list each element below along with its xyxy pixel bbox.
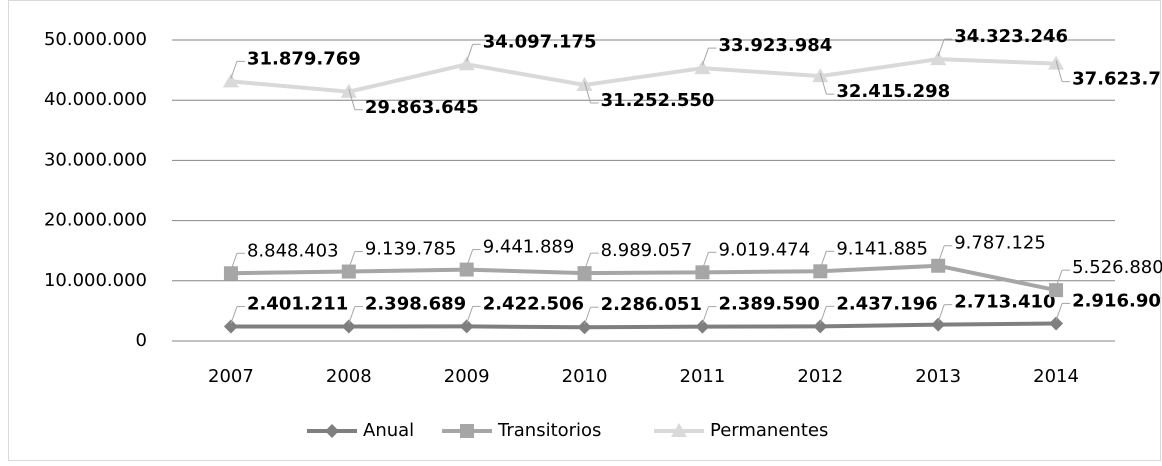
leader-line — [348, 306, 356, 324]
leader-line — [466, 306, 474, 324]
y-tick-label: 20.000.000 — [44, 210, 147, 231]
data-label: 31.252.550 — [601, 90, 715, 111]
marker — [459, 262, 474, 277]
data-label: 2.286.051 — [601, 294, 702, 315]
marker — [222, 73, 239, 88]
leader-line — [937, 304, 945, 322]
y-tick-label: 10.000.000 — [44, 270, 147, 291]
data-label: 2.437.196 — [836, 293, 937, 314]
leader-line — [230, 253, 238, 271]
leader-line — [466, 44, 474, 62]
data-label: 29.863.645 — [365, 97, 479, 118]
leader-line — [1055, 303, 1063, 321]
marker — [577, 320, 592, 335]
y-tick-label: 0 — [136, 330, 147, 351]
marker — [223, 266, 238, 281]
series-line — [230, 321, 1057, 330]
x-tick-label: 2007 — [208, 366, 254, 387]
data-label: 32.415.298 — [836, 81, 950, 102]
data-label: 2.916.909 — [1072, 290, 1162, 311]
marker — [341, 264, 356, 279]
marker — [577, 266, 592, 281]
x-tick-label: 2008 — [326, 366, 372, 387]
y-tick-label: 30.000.000 — [44, 149, 147, 170]
leader-line — [819, 251, 827, 269]
x-tick-label: 2012 — [797, 366, 843, 387]
x-tick-label: 2010 — [562, 366, 608, 387]
data-label: 2.422.506 — [483, 293, 584, 314]
leader-line — [348, 251, 356, 269]
legend-label: Permanentes — [710, 420, 828, 441]
series-line — [230, 263, 1057, 293]
leader-line — [348, 88, 356, 110]
leader-line — [230, 306, 238, 324]
marker — [340, 83, 357, 98]
legend-label: Anual — [363, 420, 414, 441]
marker — [695, 265, 710, 280]
leader-line — [819, 73, 827, 95]
data-label: 2.389.590 — [718, 294, 819, 315]
leader-line — [701, 306, 709, 324]
data-label: 9.441.889 — [483, 237, 575, 258]
y-tick-label: 40.000.000 — [44, 89, 147, 110]
marker — [460, 424, 474, 438]
x-tick-label: 2009 — [444, 366, 490, 387]
marker — [931, 258, 946, 273]
leader-line — [701, 252, 709, 270]
data-label: 31.879.769 — [247, 48, 361, 69]
marker — [341, 319, 356, 334]
marker — [458, 56, 475, 71]
marker — [813, 319, 828, 334]
marker — [1049, 283, 1064, 298]
marker — [812, 68, 829, 83]
marker — [931, 317, 946, 332]
leader-line — [584, 81, 592, 104]
data-label: 5.526.880 — [1072, 257, 1162, 278]
data-label: 2.401.211 — [247, 294, 348, 315]
y-tick-label: 50.000.000 — [44, 29, 147, 50]
x-tick-label: 2013 — [915, 366, 961, 387]
data-label: 2.398.689 — [365, 294, 466, 315]
leader-line — [1055, 60, 1063, 82]
leader-line — [466, 249, 474, 267]
leader-line — [584, 252, 592, 271]
x-tick-label: 2014 — [1033, 366, 1079, 387]
marker — [576, 76, 593, 91]
marker — [223, 319, 238, 334]
data-label: 9.787.125 — [954, 233, 1046, 254]
data-label: 2.713.410 — [954, 292, 1055, 313]
data-label: 34.097.175 — [483, 31, 597, 52]
data-label: 33.923.984 — [718, 35, 832, 56]
data-label: 37.623.735 — [1072, 69, 1162, 90]
marker — [813, 264, 828, 279]
data-label: 9.141.885 — [836, 238, 928, 259]
data-label: 34.323.246 — [954, 26, 1068, 47]
data-label: 9.139.785 — [365, 239, 457, 260]
data-label: 8.848.403 — [247, 240, 339, 261]
marker — [459, 319, 474, 334]
marker — [695, 319, 710, 334]
x-tick-label: 2011 — [680, 366, 726, 387]
marker — [930, 51, 947, 66]
leader-line — [937, 245, 945, 263]
leader-line — [819, 306, 827, 324]
leader-line — [937, 38, 945, 57]
leader-line — [701, 47, 709, 66]
series-line — [230, 57, 1057, 94]
data-label: 9.019.474 — [718, 239, 810, 260]
marker — [1049, 316, 1064, 331]
leader-line — [1055, 270, 1063, 288]
data-label: 8.989.057 — [601, 240, 693, 261]
marker — [694, 60, 711, 75]
legend-label: Transitorios — [497, 420, 601, 441]
marker — [325, 424, 339, 438]
leader-line — [584, 307, 592, 325]
chart-border — [8, 0, 1161, 461]
leader-line — [230, 61, 238, 79]
marker — [671, 423, 687, 437]
marker — [1048, 55, 1065, 70]
